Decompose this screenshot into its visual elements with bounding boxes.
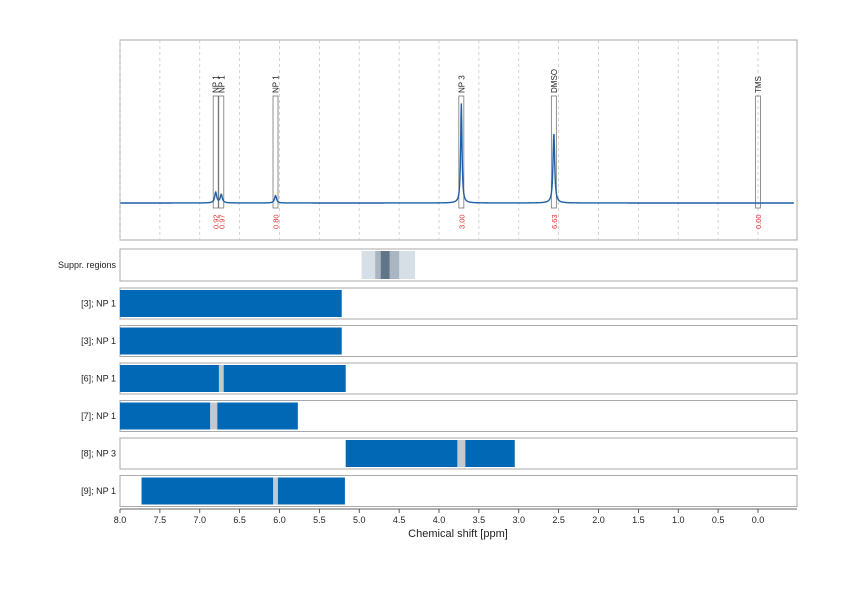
x-tick-label: 3.5	[473, 515, 486, 525]
multiplet-row: [7]; NP 1	[81, 400, 798, 432]
row-bar	[120, 402, 211, 430]
multiplet-row: [6]; NP 1	[81, 362, 798, 395]
row-label: [6]; NP 1	[81, 374, 116, 384]
x-axis-label: Chemical shift [ppm]	[408, 528, 508, 540]
row-label: [8]; NP 3	[81, 449, 116, 459]
x-tick-label: 2.0	[592, 515, 605, 525]
peak-integral: 0.97	[217, 214, 226, 229]
x-axis: 8.0 7.5 7.0 6.5 6.0 5.5 5.0 4.5 4.0 3.5 3.0 2.5 2.0 1…	[114, 508, 797, 525]
suppression-label: Suppr. regions	[58, 260, 117, 270]
x-tick-label: 0.5	[712, 515, 725, 525]
x-tick-label: 3.0	[512, 515, 525, 525]
spectrum-line	[120, 103, 794, 204]
peak-integral: 3.00	[457, 214, 466, 229]
multiplet-row: [8]; NP 3	[81, 437, 798, 470]
row-bar	[465, 440, 515, 467]
peak-label: NP 1	[272, 75, 281, 93]
x-tick-label: 5.0	[353, 515, 366, 525]
row-bar	[223, 365, 346, 392]
spectrum-panel: NP 1 0.92 NP 1 0.97 NP 1 0.80 NP 3 3.00 DMSO 6.63…	[119, 39, 798, 241]
peak-marker-box	[218, 95, 225, 209]
peak-integral: 6.63	[550, 214, 559, 229]
multiplet-row: [9]; NP 1	[81, 475, 798, 507]
peak-marker-box	[550, 95, 557, 209]
row-bar	[217, 402, 298, 430]
multiplet-row: [3]; NP 1	[81, 325, 798, 357]
row-gap	[218, 365, 224, 392]
multiplet-rows-panel: [3]; NP 1 [3]; NP 1 [6]; NP 1 [7]; NP 1 [8];…	[81, 287, 798, 507]
x-tick-label: 1.5	[632, 515, 645, 525]
x-tick-label: 6.0	[273, 515, 286, 525]
peak-integral: 0.00	[754, 214, 763, 229]
multiplet-row: [3]; NP 1	[81, 287, 798, 320]
suppression-regions-panel: Suppr. regions	[58, 248, 798, 282]
peak-integral: 0.92	[212, 214, 221, 229]
peak-marker-box	[458, 95, 465, 209]
row-label: [7]; NP 1	[81, 411, 116, 421]
peak-marker-box	[755, 95, 761, 209]
row-label: [3]; NP 1	[81, 299, 116, 309]
x-tick-label: 4.0	[433, 515, 446, 525]
row-bar	[345, 440, 458, 467]
row-label: [3]; NP 1	[81, 336, 116, 346]
peak-marker-box	[272, 95, 279, 209]
peak-label: NP 1	[212, 75, 221, 93]
peak-label: NP 1	[217, 75, 226, 93]
x-tick-label: 8.0	[114, 515, 127, 525]
row-gap	[457, 440, 466, 467]
row-bar	[141, 477, 274, 505]
row-gap	[210, 402, 218, 430]
row-gap	[273, 477, 278, 505]
row-bar	[277, 477, 345, 505]
peak-integral: 0.80	[272, 214, 281, 229]
peak-label: DMSO	[550, 69, 559, 93]
suppression-region-dark	[380, 251, 390, 279]
x-tick-label: 2.5	[552, 515, 565, 525]
suppression-frame	[119, 248, 798, 282]
peak-label: TMS	[754, 76, 763, 93]
x-tick-label: 1.0	[672, 515, 685, 525]
row-bar	[120, 290, 342, 317]
peak-marker-box	[212, 95, 219, 209]
x-tick-label: 0.0	[752, 515, 765, 525]
x-tick-label: 7.5	[154, 515, 167, 525]
x-tick-label: 7.0	[193, 515, 206, 525]
x-tick-label: 5.5	[313, 515, 326, 525]
row-label: [9]; NP 1	[81, 486, 116, 496]
row-bar	[120, 365, 219, 392]
x-tick-label: 4.5	[393, 515, 406, 525]
row-bar	[120, 327, 342, 355]
x-tick-label: 6.5	[233, 515, 246, 525]
peak-label: NP 3	[457, 75, 466, 93]
